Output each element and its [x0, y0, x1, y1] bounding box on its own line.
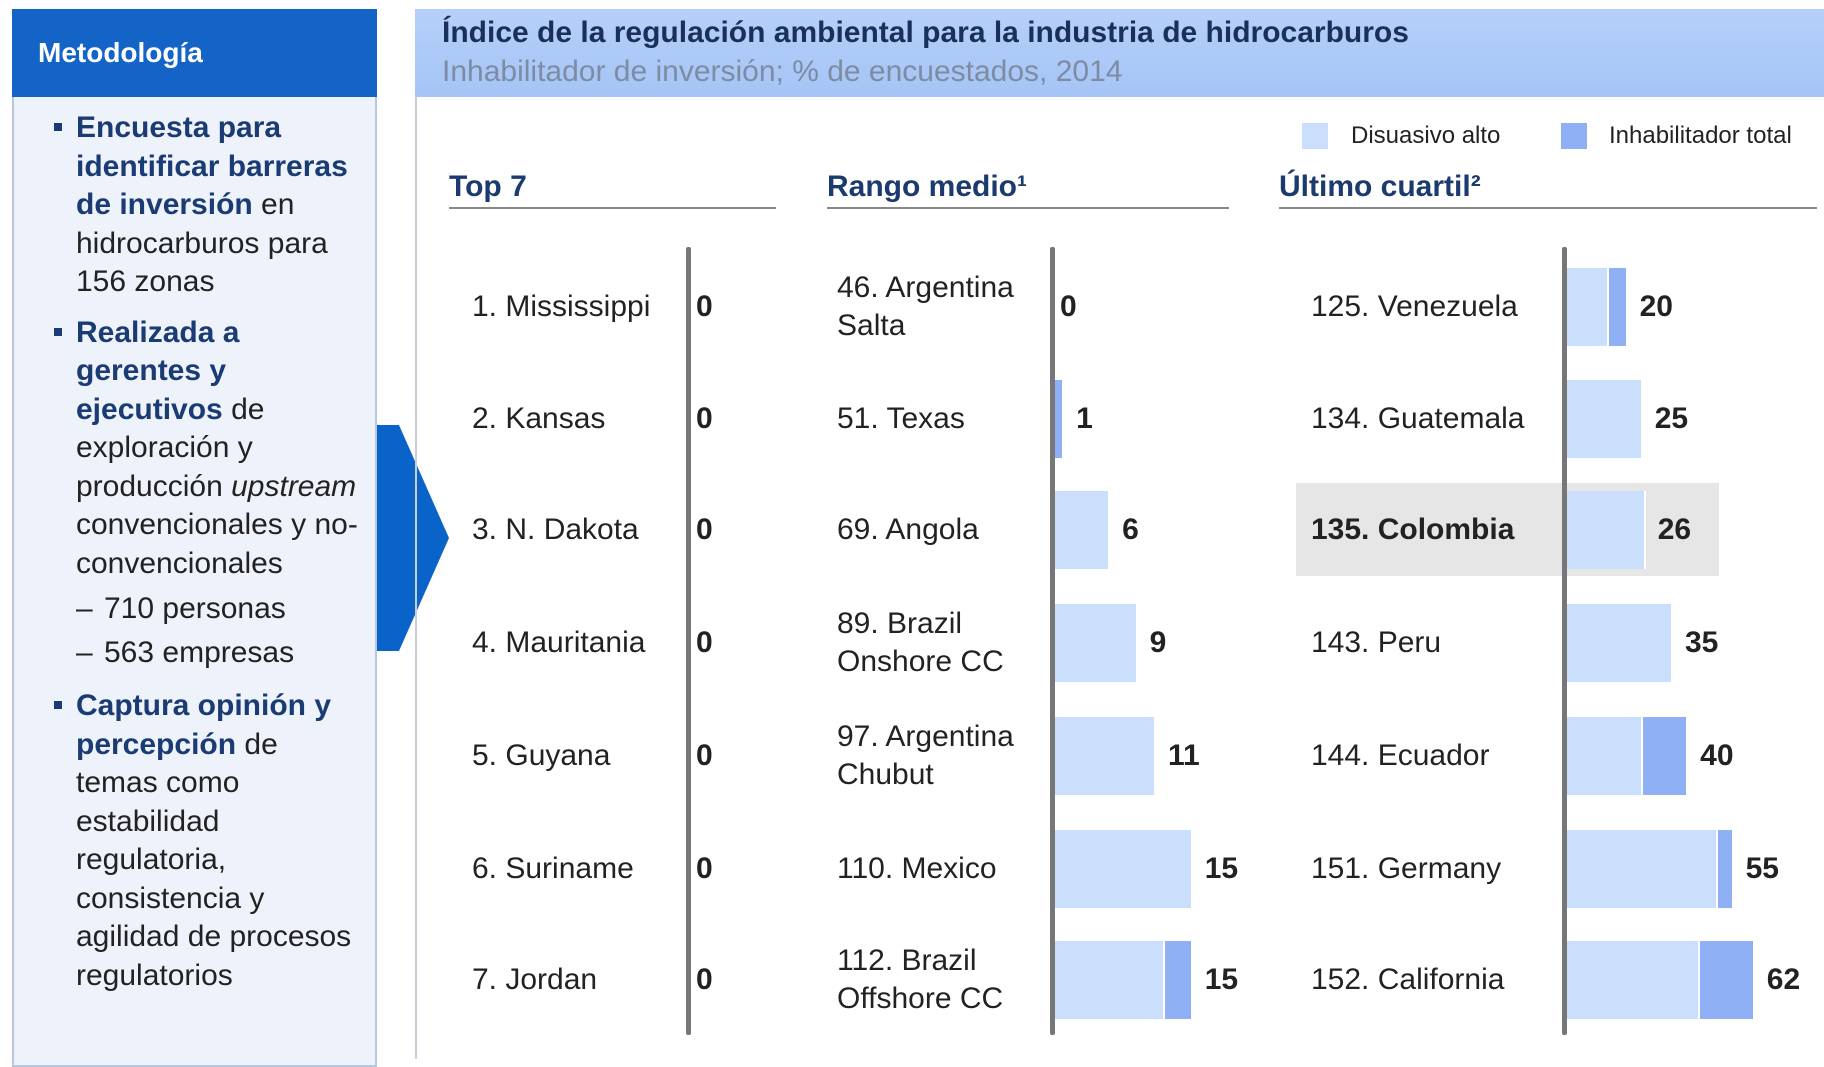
bullet: Realizada a gerentes y ejecutivos de exp…: [22, 314, 367, 675]
total-label: 20: [1639, 290, 1673, 323]
bar-segment: [1567, 604, 1673, 682]
bar-segment: [1055, 604, 1138, 682]
total-label: 6: [1122, 513, 1139, 546]
panel-title: Rango medio¹: [827, 167, 1229, 209]
total-label: 35: [1685, 626, 1719, 659]
category-label: 143. Peru: [1311, 626, 1442, 659]
total-label: 0: [696, 852, 713, 885]
panel-title: Top 7: [449, 167, 776, 209]
sub-item: 710 personas: [76, 587, 367, 631]
bar-segment: [1700, 941, 1755, 1019]
axis-line: [1050, 247, 1055, 1035]
bar-segment: [1165, 941, 1193, 1019]
category-label: 89. Brazil Onshore CC: [837, 607, 1004, 678]
category-label: 135. Colombia: [1311, 513, 1515, 546]
category-label: 4. Mauritania: [472, 626, 646, 659]
category-label: 110. Mexico: [837, 852, 997, 885]
bullet-text: Encuesta para identificar barreras de in…: [76, 111, 348, 221]
category-label: 51. Texas: [837, 402, 965, 435]
category-label: 69. Angola: [837, 513, 979, 546]
category-label: 144. Ecuador: [1311, 739, 1490, 772]
category-label: 2. Kansas: [472, 402, 606, 435]
bar-segment: [1055, 491, 1111, 569]
total-label: 0: [696, 963, 713, 996]
category-label: 3. N. Dakota: [472, 513, 639, 546]
bar-segment: [1642, 717, 1689, 795]
axis-line: [1562, 247, 1567, 1035]
bullet-text: en hidrocarburos para 156 zonas: [76, 188, 328, 298]
legend-label: Disuasivo alto: [1351, 122, 1501, 149]
sub-item: 563 empresas: [76, 631, 367, 675]
highlight-row: [1296, 483, 1719, 576]
bar-segment: [1718, 830, 1734, 908]
legend-swatch: [1561, 123, 1587, 149]
legend-swatch: [1302, 123, 1328, 149]
bar-segment: [1567, 941, 1701, 1019]
chart-title: Índice de la regulación ambiental para l…: [442, 16, 1409, 49]
category-label: 112. Brazil Offshore CC: [837, 944, 1004, 1015]
category-label: 125. Venezuela: [1311, 290, 1518, 323]
total-label: 0: [696, 513, 713, 546]
bar-segment: [1055, 830, 1193, 908]
total-label: 62: [1766, 963, 1801, 996]
bullet: Captura opinión y percepción de temas co…: [22, 687, 367, 995]
category-label: 134. Guatemala: [1311, 402, 1525, 435]
category-label: 1. Mississippi: [472, 290, 651, 323]
total-label: 0: [696, 739, 713, 772]
legend-label: Inhabilitador total: [1609, 122, 1792, 149]
bullet-text: upstream: [231, 469, 357, 503]
bar-segment: [1055, 717, 1156, 795]
total-label: 0: [696, 626, 713, 659]
chart-subtitle: Inhabilitador de inversión; % de encuest…: [442, 55, 1123, 88]
sidebar-title: Metodología: [12, 9, 377, 97]
bullet-text: de exploración y producción: [76, 392, 265, 503]
arrow: [377, 425, 449, 651]
bar-segment: [1609, 268, 1628, 346]
total-label: 55: [1745, 852, 1779, 885]
total-label: 0: [696, 290, 713, 323]
total-label: 0: [1060, 290, 1077, 323]
panel-title: Último cuartil²: [1279, 167, 1817, 209]
category-label: 46. Argentina Salta: [837, 271, 1014, 342]
total-label: 1: [1076, 402, 1093, 435]
total-label: 40: [1700, 739, 1734, 772]
category-label: 6. Suriname: [472, 852, 634, 885]
total-label: 9: [1149, 626, 1167, 659]
bullet-text: convencionales y no-convencionales: [76, 508, 358, 580]
total-label: 15: [1204, 963, 1239, 996]
total-label: 25: [1654, 402, 1689, 435]
bullet: Encuesta para identificar barreras de in…: [22, 109, 367, 302]
bullet-list: Encuesta para identificar barreras de in…: [22, 109, 367, 995]
category-label: 151. Germany: [1311, 852, 1502, 885]
total-label: 0: [696, 402, 713, 435]
axis-line: [686, 247, 691, 1035]
category-label: 7. Jordan: [472, 963, 598, 996]
sub-list: 710 personas563 empresas: [76, 587, 367, 675]
bar-segment: [1055, 941, 1166, 1019]
bullet-text: de temas como estabilidad regulatoria, c…: [76, 727, 352, 992]
category-label: 152. California: [1311, 963, 1505, 996]
total-label: 11: [1168, 739, 1200, 772]
bullet-text: Realizada a gerentes y ejecutivos: [76, 315, 240, 426]
bar-segment: [1567, 491, 1646, 569]
frame-line: [415, 97, 417, 1059]
total-label: 26: [1657, 513, 1692, 546]
category-label: 5. Guyana: [472, 739, 611, 772]
total-label: 15: [1204, 852, 1239, 885]
category-label: 97. Argentina Chubut: [837, 720, 1014, 791]
bar-segment: [1567, 380, 1643, 458]
title-band: [415, 9, 1824, 97]
bullet-text: Captura opinión y percepción: [76, 689, 331, 761]
sidebar-body: Encuesta para identificar barreras de in…: [12, 97, 377, 1067]
bar-segment: [1055, 380, 1065, 458]
bar-segment: [1567, 268, 1610, 346]
bar-segment: [1567, 717, 1643, 795]
bar-segment: [1567, 830, 1719, 908]
